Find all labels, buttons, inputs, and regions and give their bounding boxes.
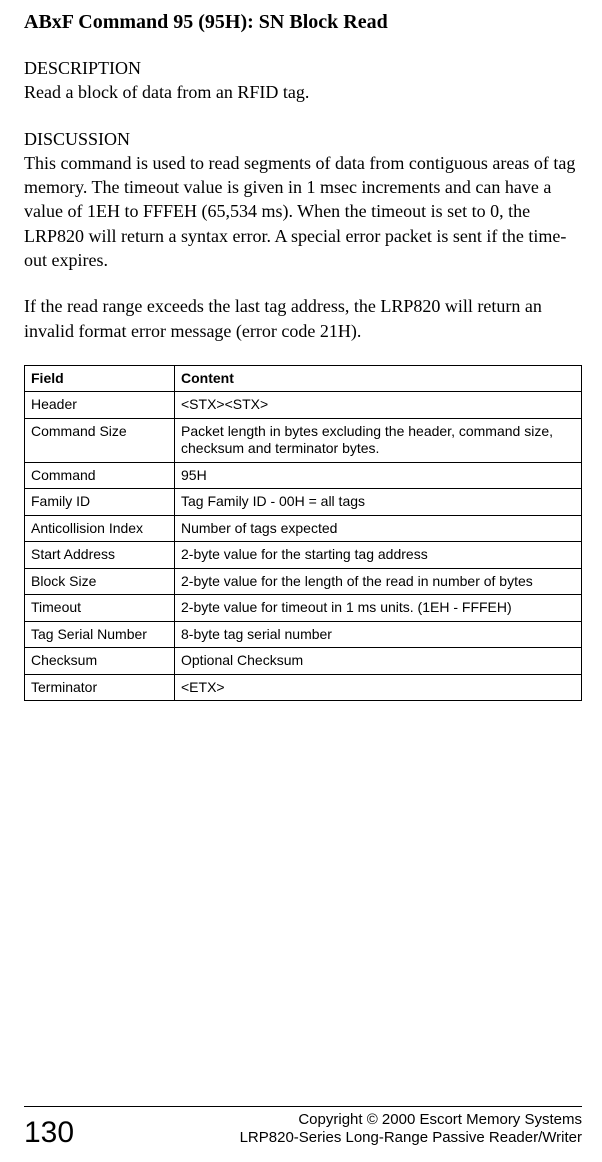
table-cell-field: Terminator — [25, 674, 175, 701]
table-cell-content: 95H — [175, 462, 582, 489]
table-cell-field: Block Size — [25, 568, 175, 595]
table-header-field: Field — [25, 365, 175, 392]
table-row: Block Size 2-byte value for the length o… — [25, 568, 582, 595]
table-cell-content: <STX><STX> — [175, 392, 582, 419]
table-cell-content: 2-byte value for the length of the read … — [175, 568, 582, 595]
table-row: Command 95H — [25, 462, 582, 489]
description-text: Read a block of data from an RFID tag. — [24, 80, 582, 104]
description-heading: DESCRIPTION — [24, 56, 582, 80]
table-row: Header <STX><STX> — [25, 392, 582, 419]
table-cell-field: Header — [25, 392, 175, 419]
table-cell-field: Tag Serial Number — [25, 621, 175, 648]
footer-copyright: Copyright © 2000 Escort Memory Systems — [240, 1111, 582, 1130]
table-row: Anticollision Index Number of tags expec… — [25, 515, 582, 542]
table-cell-field: Command Size — [25, 418, 175, 462]
table-row: Timeout 2-byte value for timeout in 1 ms… — [25, 595, 582, 622]
page-number: 130 — [24, 1118, 74, 1148]
discussion-para1: This command is used to read segments of… — [24, 151, 582, 272]
page: ABxF Command 95 (95H): SN Block Read DES… — [0, 0, 602, 1162]
table-row: Command Size Packet length in bytes excl… — [25, 418, 582, 462]
footer-row: 130 Copyright © 2000 Escort Memory Syste… — [24, 1111, 582, 1149]
table-cell-field: Family ID — [25, 489, 175, 516]
footer-product: LRP820-Series Long-Range Passive Reader/… — [240, 1129, 582, 1148]
table-cell-content: Number of tags expected — [175, 515, 582, 542]
table-row: Start Address 2-byte value for the start… — [25, 542, 582, 569]
table-cell-field: Timeout — [25, 595, 175, 622]
footer-text: Copyright © 2000 Escort Memory Systems L… — [240, 1111, 582, 1149]
table-header-row: Field Content — [25, 365, 582, 392]
table-header-content: Content — [175, 365, 582, 392]
page-title: ABxF Command 95 (95H): SN Block Read — [24, 10, 582, 34]
table-cell-content: 2-byte value for the starting tag addres… — [175, 542, 582, 569]
table-cell-content: Tag Family ID - 00H = all tags — [175, 489, 582, 516]
fields-table: Field Content Header <STX><STX> Command … — [24, 365, 582, 702]
table-row: Terminator <ETX> — [25, 674, 582, 701]
table-cell-field: Checksum — [25, 648, 175, 675]
table-cell-content: Optional Checksum — [175, 648, 582, 675]
table-cell-field: Anticollision Index — [25, 515, 175, 542]
table-cell-content: 2-byte value for timeout in 1 ms units. … — [175, 595, 582, 622]
table-cell-content: <ETX> — [175, 674, 582, 701]
discussion-para2: If the read range exceeds the last tag a… — [24, 294, 582, 343]
page-footer: 130 Copyright © 2000 Escort Memory Syste… — [24, 1106, 582, 1149]
table-cell-field: Command — [25, 462, 175, 489]
table-cell-content: 8-byte tag serial number — [175, 621, 582, 648]
discussion-heading: DISCUSSION — [24, 127, 582, 151]
table-row: Family ID Tag Family ID - 00H = all tags — [25, 489, 582, 516]
table-row: Tag Serial Number 8-byte tag serial numb… — [25, 621, 582, 648]
table-cell-field: Start Address — [25, 542, 175, 569]
table-row: Checksum Optional Checksum — [25, 648, 582, 675]
table-cell-content: Packet length in bytes excluding the hea… — [175, 418, 582, 462]
